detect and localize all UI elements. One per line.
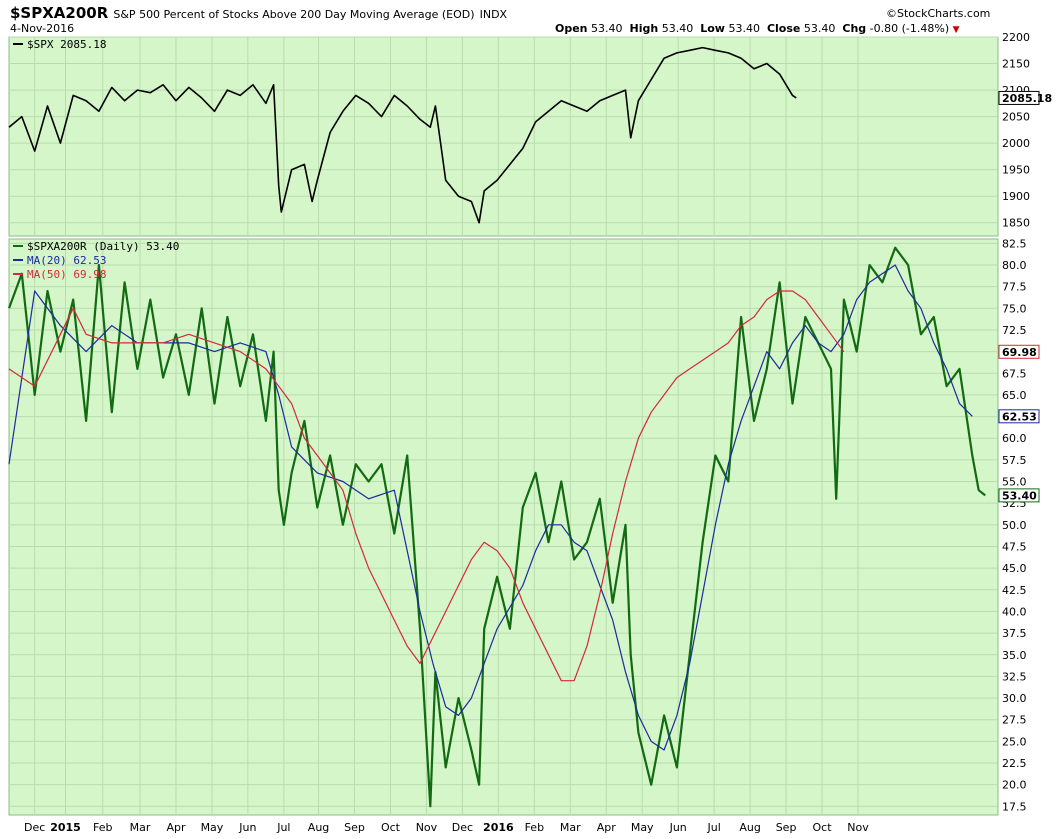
x-tick-label: Dec bbox=[452, 821, 473, 834]
chg-value: -0.80 (-1.48%) bbox=[869, 22, 950, 35]
date: 4-Nov-2016 bbox=[10, 22, 75, 35]
x-tick-label: Jun bbox=[669, 821, 687, 834]
y-tick-label: 50.0 bbox=[1002, 519, 1027, 532]
last-value-box bbox=[998, 344, 1040, 359]
x-tick-label: Apr bbox=[597, 821, 617, 834]
last-value-label: 2085.18 bbox=[1002, 92, 1052, 105]
y-tick-label: 60.0 bbox=[1002, 432, 1027, 445]
y-tick-label: 25.0 bbox=[1002, 735, 1027, 748]
x-tick-label: May bbox=[201, 821, 224, 834]
x-tick-label: Feb bbox=[525, 821, 544, 834]
last-value-box bbox=[998, 488, 1040, 503]
y-tick-label: 1950 bbox=[1002, 164, 1030, 177]
legend-entry: $SPXA200R (Daily) 53.40 bbox=[27, 240, 179, 253]
last-value-label: 53.40 bbox=[1002, 489, 1037, 502]
y-tick-label: 32.5 bbox=[1002, 670, 1027, 683]
last-value-label: 69.98 bbox=[1002, 346, 1037, 359]
quote-bar: Open 53.40 High 53.40 Low 53.40 Close 53… bbox=[555, 22, 960, 35]
x-tick-label: Mar bbox=[560, 821, 581, 834]
y-tick-label: 27.5 bbox=[1002, 714, 1027, 727]
y-tick-label: 72.5 bbox=[1002, 324, 1027, 337]
panel-1 bbox=[8, 36, 999, 237]
legend-entry: $SPX 2085.18 bbox=[27, 38, 106, 51]
x-tick-label: Oct bbox=[381, 821, 401, 834]
series-line bbox=[7, 246, 986, 808]
chg-label: Chg bbox=[842, 22, 867, 35]
copyright-icon: © bbox=[886, 7, 897, 20]
x-tick-label: Sep bbox=[776, 821, 797, 834]
open-value: 53.40 bbox=[591, 22, 623, 35]
legend-entry: MA(50) 69.98 bbox=[27, 268, 106, 281]
x-tick-label: Jun bbox=[238, 821, 256, 834]
x-tick-label: Dec bbox=[24, 821, 45, 834]
x-tick-label: Apr bbox=[166, 821, 186, 834]
panel-2 bbox=[8, 238, 999, 816]
x-tick-label: 2016 bbox=[483, 821, 514, 834]
y-tick-label: 77.5 bbox=[1002, 281, 1027, 294]
y-tick-label: 55.0 bbox=[1002, 476, 1027, 489]
y-tick-label: 30.0 bbox=[1002, 692, 1027, 705]
y-tick-label: 40.0 bbox=[1002, 605, 1027, 618]
x-tick-label: Jul bbox=[707, 821, 721, 834]
x-tick-label: Mar bbox=[130, 821, 151, 834]
down-arrow-icon: ▼ bbox=[952, 25, 960, 35]
x-tick-label: Sep bbox=[344, 821, 365, 834]
y-tick-label: 2050 bbox=[1002, 111, 1030, 124]
chart-title: S&P 500 Percent of Stocks Above 200 Day … bbox=[113, 8, 475, 21]
x-tick-label: Aug bbox=[739, 821, 760, 834]
series-line bbox=[8, 290, 845, 682]
y-tick-label: 2000 bbox=[1002, 137, 1030, 150]
high-value: 53.40 bbox=[661, 22, 694, 35]
series-line bbox=[8, 46, 797, 224]
symbol: $SPXA200R bbox=[10, 4, 109, 22]
y-tick-label: 45.0 bbox=[1002, 562, 1027, 575]
x-tick-label: May bbox=[631, 821, 654, 834]
y-tick-label: 65.0 bbox=[1002, 389, 1027, 402]
y-tick-label: 35.0 bbox=[1002, 649, 1027, 662]
y-tick-label: 1900 bbox=[1002, 190, 1030, 203]
y-tick-label: 20.0 bbox=[1002, 779, 1027, 792]
x-tick-label: Aug bbox=[308, 821, 329, 834]
brand-label: StockCharts.com bbox=[897, 7, 991, 20]
y-tick-label: 1850 bbox=[1002, 217, 1030, 230]
legend-entry: MA(20) 62.53 bbox=[27, 254, 106, 267]
x-tick-label: Nov bbox=[416, 821, 438, 834]
last-value-label: 62.53 bbox=[1002, 410, 1037, 423]
x-tick-label: Nov bbox=[847, 821, 869, 834]
brand[interactable]: ©StockCharts.com bbox=[886, 7, 990, 20]
y-tick-label: 80.0 bbox=[1002, 259, 1027, 272]
close-label: Close bbox=[766, 22, 801, 35]
series-line bbox=[8, 264, 973, 751]
y-tick-label: 67.5 bbox=[1002, 367, 1027, 380]
low-value: 53.40 bbox=[728, 22, 760, 35]
x-tick-label: Jul bbox=[276, 821, 290, 834]
close-value: 53.40 bbox=[803, 22, 836, 35]
low-label: Low bbox=[700, 22, 725, 35]
open-label: Open bbox=[555, 22, 588, 35]
x-tick-label: Feb bbox=[93, 821, 112, 834]
exchange: INDX bbox=[479, 8, 508, 21]
x-tick-label: Oct bbox=[813, 821, 833, 834]
chart-header: $SPXA200R S&P 500 Percent of Stocks Abov… bbox=[10, 3, 507, 22]
y-tick-label: 75.0 bbox=[1002, 302, 1027, 315]
y-tick-label: 37.5 bbox=[1002, 627, 1027, 640]
x-tick-label: 2015 bbox=[50, 821, 81, 834]
y-tick-label: 22.5 bbox=[1002, 757, 1027, 770]
y-tick-label: 2200 bbox=[1002, 31, 1030, 44]
y-tick-label: 17.5 bbox=[1002, 800, 1027, 813]
last-value-box bbox=[998, 409, 1040, 424]
y-tick-label: 57.5 bbox=[1002, 454, 1027, 467]
high-label: High bbox=[629, 22, 659, 35]
y-tick-label: 47.5 bbox=[1002, 540, 1027, 553]
y-tick-label: 42.5 bbox=[1002, 584, 1027, 597]
y-tick-label: 2150 bbox=[1002, 58, 1030, 71]
last-value-box bbox=[998, 90, 1040, 105]
y-tick-label: 82.5 bbox=[1002, 237, 1027, 250]
